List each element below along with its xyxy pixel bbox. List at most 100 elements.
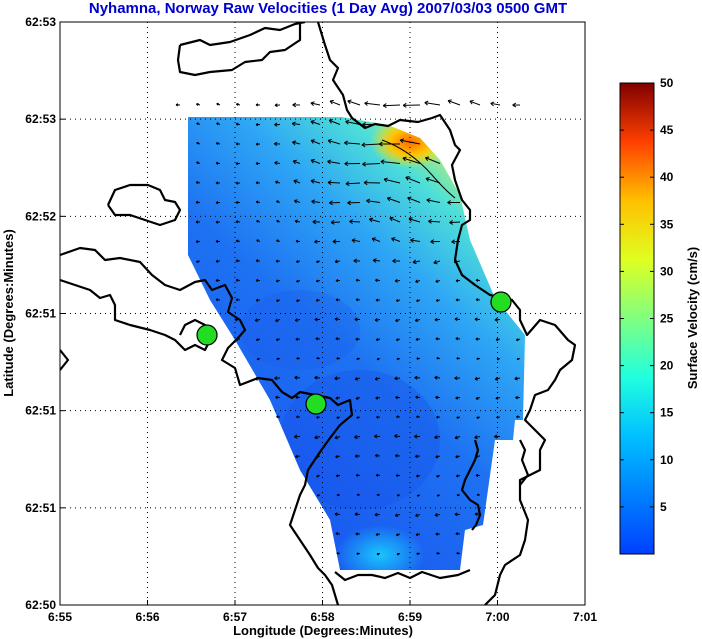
velocity-arrow [416, 474, 421, 478]
velocity-arrow [515, 338, 521, 342]
velocity-arrow [415, 513, 421, 518]
velocity-arrow [275, 259, 281, 263]
velocity-arrow [276, 357, 281, 361]
site-east [490, 291, 512, 313]
velocity-arrow [495, 337, 501, 342]
velocity-arrow [356, 552, 361, 556]
velocity-arrow [396, 552, 401, 556]
colorbar-tick-label: 15 [660, 406, 674, 420]
velocity-arrow [436, 551, 441, 555]
velocity-arrow [374, 512, 381, 517]
velocity-arrow [275, 180, 281, 184]
velocity-arrow [416, 494, 421, 497]
velocity-arrow [295, 337, 301, 341]
velocity-arrow [215, 141, 221, 145]
colorbar-tick-label: 5 [660, 500, 667, 514]
velocity-arrow [430, 239, 441, 245]
velocity-arrow [426, 198, 441, 203]
velocity-arrow [494, 377, 501, 381]
velocity-arrow [215, 220, 221, 224]
velocity-arrow [414, 318, 421, 323]
velocity-arrow [369, 217, 381, 223]
x-tick-label: 6:58 [310, 610, 334, 624]
velocity-arrow [436, 356, 441, 360]
velocity-arrow [273, 141, 281, 147]
velocity-arrow [335, 474, 341, 478]
velocity-arrow [344, 161, 361, 167]
velocity-arrow [474, 435, 481, 440]
velocity-arrow [329, 99, 341, 106]
velocity-streak [381, 139, 456, 199]
y-tick-labels: 62:53 62:53 62:52 62:51 62:51 62:51 62:50 [25, 15, 65, 612]
velocity-arrow [356, 357, 361, 361]
velocity-arrow [296, 299, 301, 303]
x-tick-label: 7:01 [573, 610, 597, 624]
velocity-arrow [215, 161, 221, 165]
velocity-arrow [235, 239, 241, 243]
velocity-arrow [374, 453, 381, 458]
colorbar-tick-label: 30 [660, 264, 674, 278]
velocity-arrow [315, 337, 321, 341]
grid-lines [60, 22, 585, 605]
velocity-vectors [175, 99, 521, 556]
velocity-arrow [351, 238, 361, 243]
velocity-arrow [378, 141, 401, 147]
velocity-arrow [371, 237, 381, 242]
velocity-arrow [434, 513, 441, 517]
velocity-arrow [276, 200, 281, 204]
velocity-arrow [316, 494, 321, 497]
velocity-arrow [455, 474, 461, 478]
velocity-arrow [195, 180, 201, 185]
velocity-arrow [494, 317, 501, 322]
velocity-arrow [235, 259, 241, 263]
velocity-arrow [293, 179, 301, 184]
velocity-arrow [474, 376, 481, 381]
velocity-arrow [235, 278, 241, 282]
velocity-arrow [354, 376, 361, 381]
velocity-arrow [292, 102, 301, 108]
velocity-arrow [392, 258, 401, 264]
velocity-arrow [196, 122, 201, 126]
velocity-arrow [395, 299, 401, 303]
velocity-arrow [361, 142, 381, 148]
velocity-arrow [455, 337, 461, 341]
velocity-arrow [310, 139, 321, 145]
velocity-arrow [235, 122, 241, 126]
velocity-arrow [435, 298, 441, 302]
velocity-arrow [235, 298, 241, 302]
velocity-arrow [235, 220, 241, 224]
velocity-arrow [474, 454, 481, 459]
y-tick-label: 62:50 [25, 598, 56, 612]
velocity-arrow [354, 512, 361, 517]
velocity-arrow [454, 317, 461, 322]
velocity-arrow [216, 102, 221, 106]
velocity-arrow [354, 434, 361, 440]
velocity-arrow [382, 103, 401, 109]
velocity-arrow [374, 434, 381, 439]
velocity-arrow [275, 279, 281, 283]
velocity-arrow [375, 396, 381, 400]
velocity-arrow [334, 317, 341, 322]
velocity-arrow [405, 176, 421, 184]
velocity-arrow [328, 119, 341, 125]
velocity-arrow [311, 199, 321, 205]
velocity-arrow [355, 396, 361, 400]
velocity-arrow [454, 376, 461, 381]
velocity-arrow [316, 415, 321, 419]
velocity-arrow [310, 158, 321, 164]
velocity-arrow [475, 278, 481, 282]
velocity-arrow [436, 494, 441, 497]
velocity-arrow [335, 337, 341, 341]
velocity-arrow [425, 177, 441, 184]
chart-title: Nyhamna, Norway Raw Velocities (1 Day Av… [89, 0, 567, 17]
velocity-arrow [295, 395, 301, 399]
velocity-arrow [415, 395, 421, 399]
velocity-arrow [276, 219, 281, 223]
velocity-arrow [315, 279, 321, 283]
velocity-arrow [455, 532, 461, 536]
velocity-arrow [375, 338, 381, 342]
velocity-arrow [376, 552, 381, 556]
velocity-arrow [335, 532, 341, 536]
velocity-arrow [354, 454, 361, 458]
